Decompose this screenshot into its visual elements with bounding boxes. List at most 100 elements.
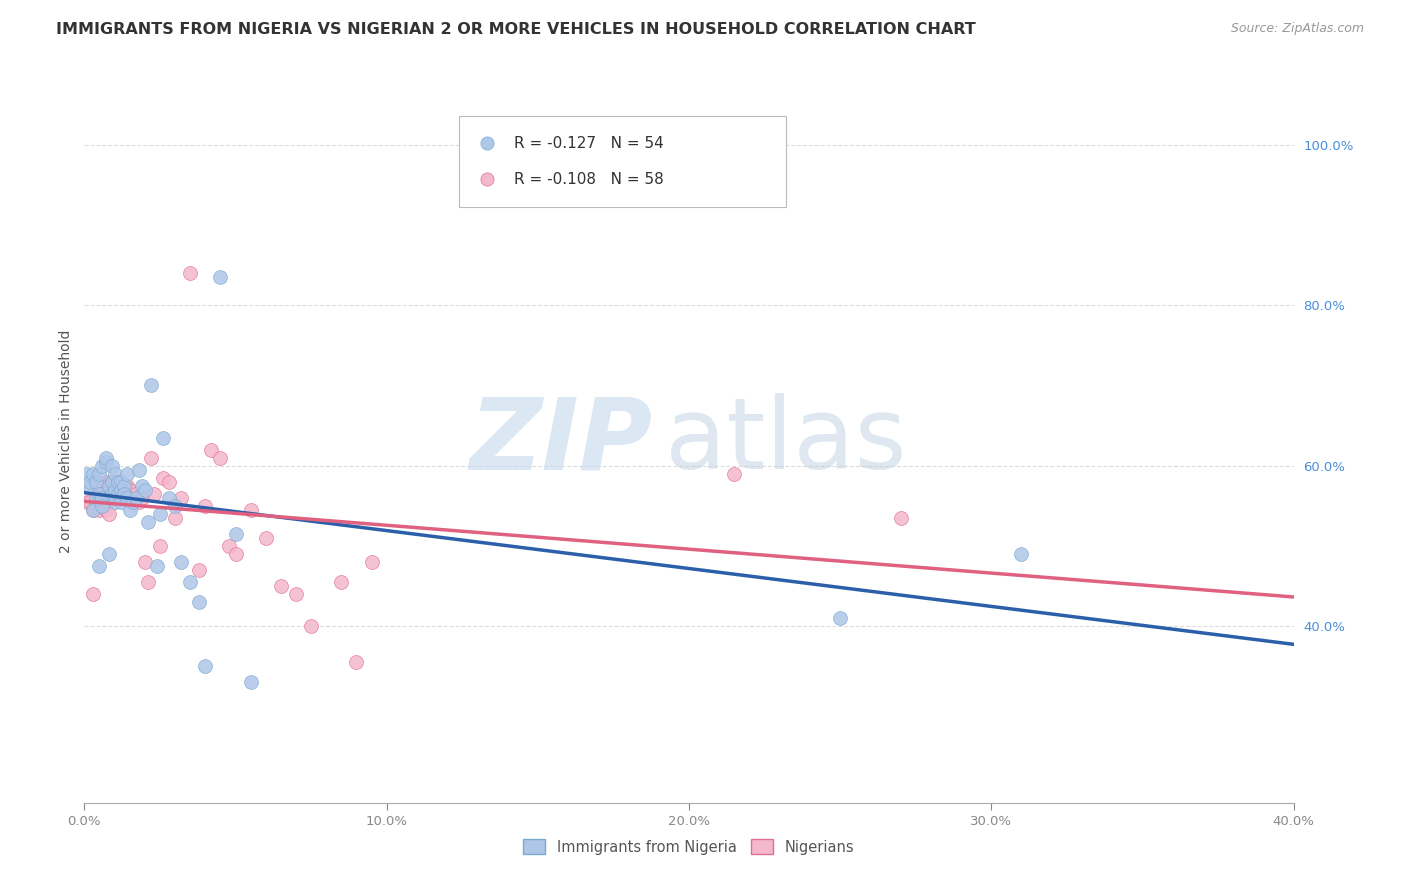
- Point: [128, 463, 150, 477]
- Point: [136, 575, 159, 590]
- Point: [82, 587, 104, 601]
- Point: [1080, 247, 1102, 261]
- Point: [139, 378, 162, 392]
- Point: [179, 575, 201, 590]
- Point: [188, 595, 211, 609]
- Point: [194, 659, 217, 673]
- Point: [225, 547, 247, 561]
- Point: [170, 491, 193, 505]
- Point: [157, 491, 180, 505]
- Point: [128, 494, 150, 508]
- Point: [82, 467, 104, 481]
- Point: [89, 558, 111, 574]
- Point: [360, 555, 382, 569]
- Point: [94, 475, 117, 489]
- Point: [104, 467, 127, 481]
- Point: [91, 499, 114, 513]
- Point: [94, 503, 117, 517]
- Point: [89, 467, 111, 481]
- Point: [165, 510, 187, 524]
- Point: [97, 479, 120, 493]
- Point: [1080, 207, 1102, 221]
- Point: [100, 458, 122, 473]
- Point: [110, 475, 132, 489]
- Point: [1011, 547, 1033, 561]
- Point: [830, 611, 852, 625]
- Point: [104, 487, 127, 501]
- Point: [134, 555, 156, 569]
- Text: R = -0.108   N = 58: R = -0.108 N = 58: [513, 172, 664, 186]
- Point: [125, 487, 148, 501]
- Y-axis label: 2 or more Vehicles in Household: 2 or more Vehicles in Household: [59, 330, 73, 553]
- Point: [218, 539, 240, 553]
- Point: [104, 483, 127, 497]
- Point: [121, 491, 143, 505]
- Point: [89, 483, 111, 497]
- Point: [149, 507, 172, 521]
- Point: [170, 555, 193, 569]
- Text: atlas: atlas: [665, 393, 907, 490]
- Point: [94, 455, 117, 469]
- Point: [91, 479, 114, 493]
- Point: [97, 547, 120, 561]
- Point: [89, 503, 111, 517]
- Point: [107, 487, 129, 501]
- Point: [89, 487, 111, 501]
- Point: [100, 475, 122, 489]
- Point: [82, 503, 104, 517]
- Point: [91, 491, 114, 505]
- Point: [125, 491, 148, 505]
- Point: [134, 483, 156, 497]
- Point: [110, 487, 132, 501]
- Point: [115, 483, 138, 497]
- Point: [225, 526, 247, 541]
- Point: [194, 499, 217, 513]
- Point: [723, 467, 745, 481]
- Point: [152, 471, 174, 485]
- Point: [121, 494, 143, 508]
- Point: [118, 503, 141, 517]
- Point: [112, 487, 135, 501]
- Point: [104, 494, 127, 508]
- Point: [79, 479, 101, 493]
- Point: [82, 503, 104, 517]
- Point: [165, 499, 187, 513]
- Point: [179, 266, 201, 280]
- Point: [118, 491, 141, 505]
- FancyBboxPatch shape: [460, 117, 786, 207]
- Point: [136, 515, 159, 529]
- Point: [115, 479, 138, 493]
- Point: [115, 467, 138, 481]
- Point: [107, 475, 129, 489]
- Point: [239, 503, 262, 517]
- Point: [890, 510, 912, 524]
- Point: [346, 655, 368, 669]
- Point: [270, 579, 292, 593]
- Point: [110, 494, 132, 508]
- Point: [110, 483, 132, 497]
- Point: [121, 494, 143, 508]
- Point: [131, 491, 153, 505]
- Point: [107, 483, 129, 497]
- Text: ZIP: ZIP: [470, 393, 652, 490]
- Point: [188, 563, 211, 577]
- Point: [91, 458, 114, 473]
- Text: R = -0.127   N = 54: R = -0.127 N = 54: [513, 136, 664, 151]
- Point: [110, 475, 132, 489]
- Point: [104, 475, 127, 489]
- Point: [149, 539, 172, 553]
- Legend: Immigrants from Nigeria, Nigerians: Immigrants from Nigeria, Nigerians: [517, 833, 860, 861]
- Point: [112, 479, 135, 493]
- Point: [152, 431, 174, 445]
- Point: [131, 479, 153, 493]
- Point: [79, 475, 101, 489]
- Point: [100, 491, 122, 505]
- Point: [285, 587, 308, 601]
- Point: [118, 483, 141, 497]
- Point: [112, 479, 135, 493]
- Point: [200, 442, 222, 457]
- Point: [97, 507, 120, 521]
- Point: [76, 467, 98, 481]
- Point: [146, 558, 169, 574]
- Point: [330, 575, 353, 590]
